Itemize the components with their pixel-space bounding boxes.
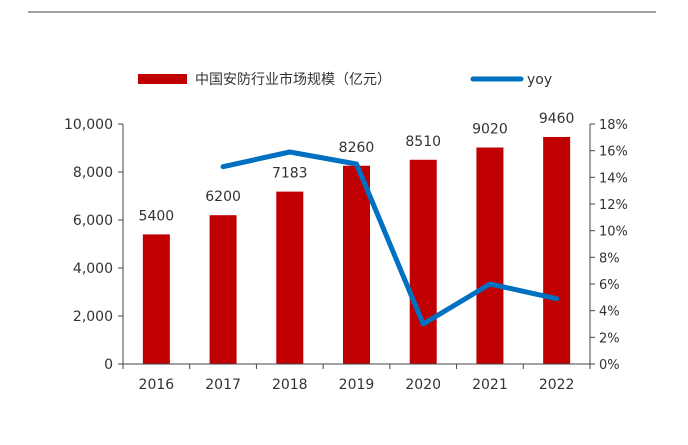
right-tick-label: 2% [599, 331, 620, 346]
bar-2018 [276, 192, 303, 364]
left-tick-label: 8,000 [73, 165, 113, 181]
legend: 中国安防行业市场规模（亿元） yoy [138, 71, 552, 88]
data-label-2016: 5400 [139, 208, 175, 224]
x-tick-label-2021: 2021 [472, 377, 508, 393]
right-tick-label: 0% [599, 358, 620, 373]
data-label-2017: 6200 [205, 189, 241, 205]
left-tick-label: 0 [104, 357, 113, 373]
right-tick-label: 4% [599, 305, 620, 320]
right-tick-label: 18% [599, 118, 628, 133]
left-tick-label: 4,000 [73, 261, 113, 277]
bar-2021 [476, 148, 503, 364]
data-label-2021: 9020 [472, 122, 508, 138]
bar-2017 [210, 215, 237, 364]
right-tick-label: 6% [599, 278, 620, 293]
x-tick-label-2019: 2019 [339, 377, 375, 393]
x-tick-label-2022: 2022 [539, 377, 575, 393]
legend-swatch-bar [138, 74, 187, 84]
right-tick-label: 10% [599, 225, 628, 240]
data-label-2022: 9460 [539, 111, 575, 127]
right-tick-label: 12% [599, 198, 628, 213]
legend-label-bar: 中国安防行业市场规模（亿元） [195, 71, 391, 88]
left-tick-label: 2,000 [73, 309, 113, 325]
left-tick-label: 10,000 [64, 117, 113, 133]
legend-label-line: yoy [527, 72, 552, 88]
x-tick-label-2020: 2020 [405, 377, 441, 393]
left-tick-label: 6,000 [73, 213, 113, 229]
x-tick-label-2018: 2018 [272, 377, 308, 393]
bar-2019 [343, 166, 370, 364]
data-label-2020: 8510 [405, 134, 441, 150]
x-tick-label-2016: 2016 [139, 377, 175, 393]
bar-2022 [543, 137, 570, 364]
data-label-2018: 7183 [272, 166, 308, 182]
x-tick-label-2017: 2017 [205, 377, 241, 393]
right-tick-label: 14% [599, 171, 628, 186]
bar-2020 [410, 160, 437, 364]
right-tick-label: 16% [599, 145, 628, 160]
right-tick-label: 8% [599, 251, 620, 266]
data-label-2019: 8260 [339, 140, 375, 156]
bar-2016 [143, 234, 170, 364]
